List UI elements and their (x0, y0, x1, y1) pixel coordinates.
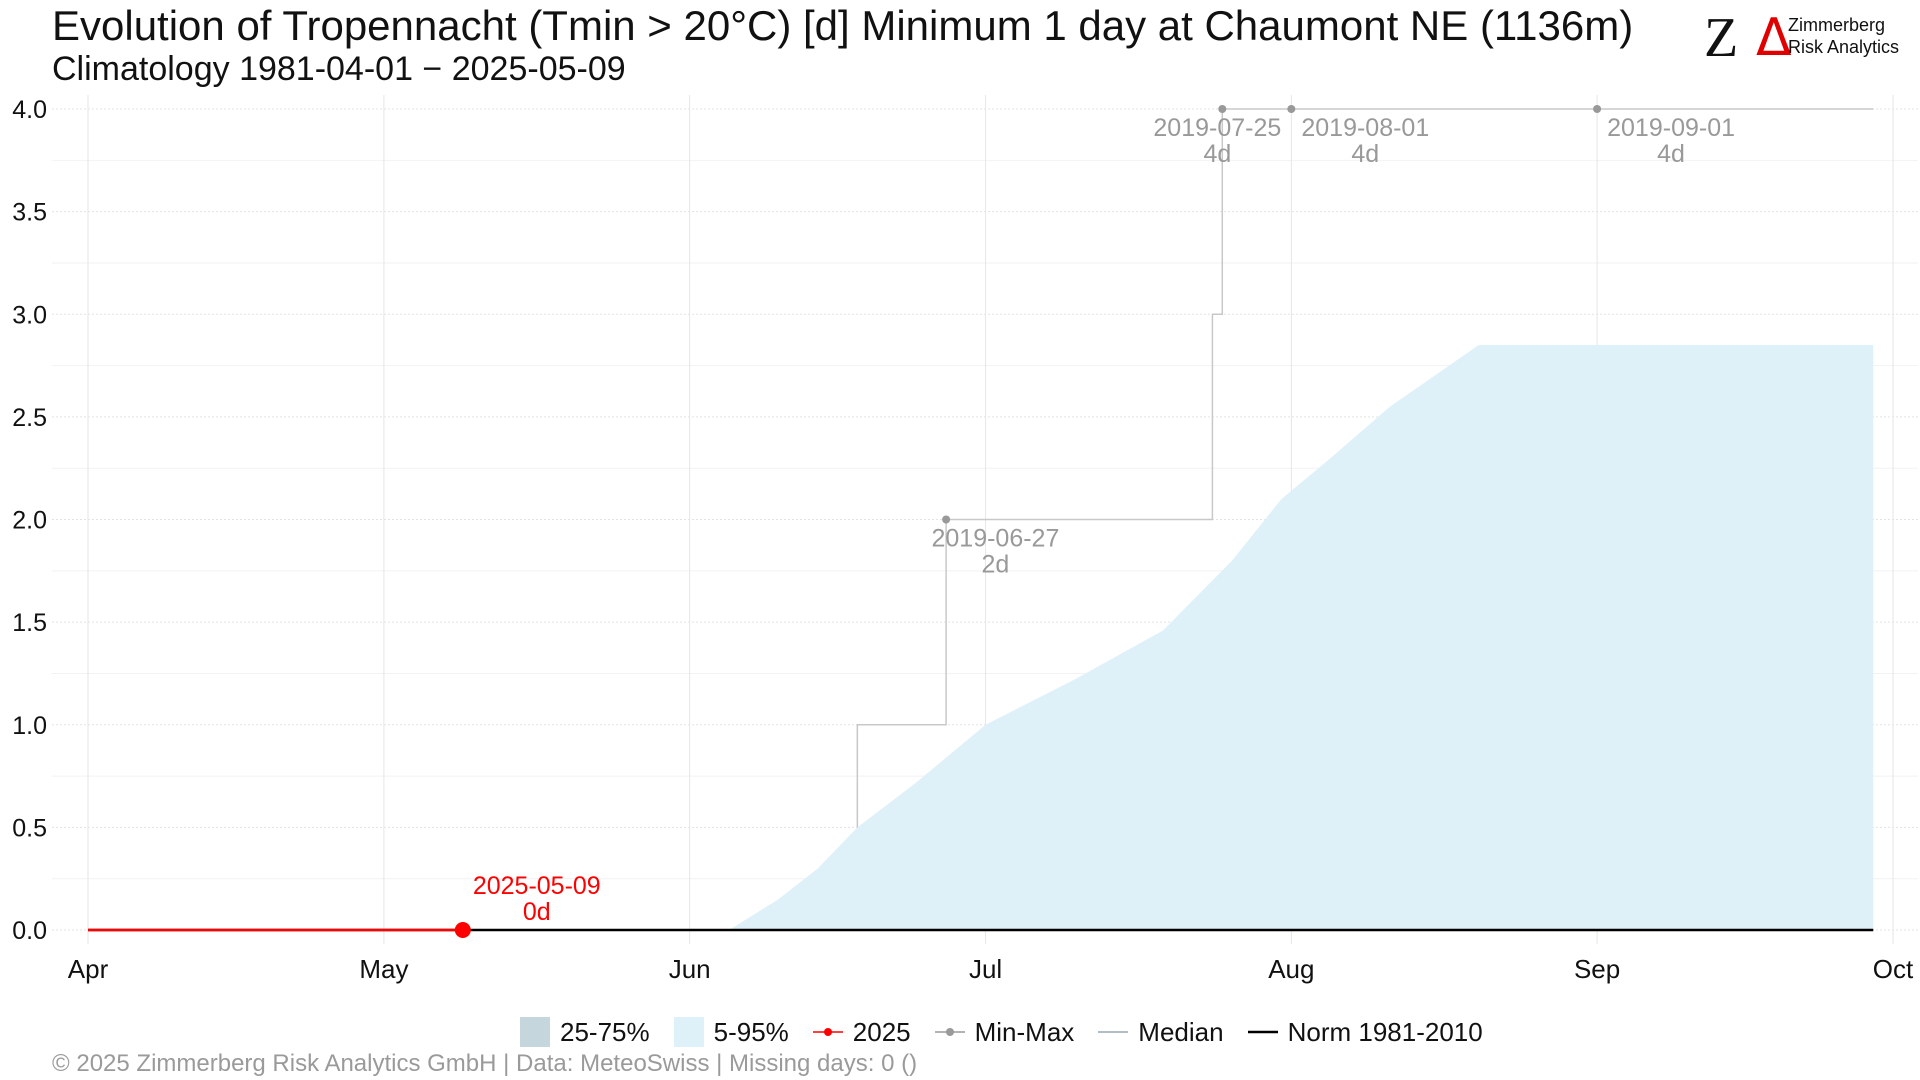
logo-line-1: Zimmerberg (1788, 15, 1886, 35)
annotation-value-label: 0d (523, 898, 551, 926)
annotation-marker (454, 922, 471, 938)
y-tick-label: 0.0 (12, 917, 47, 945)
y-tick-label: 3.0 (12, 301, 47, 329)
annotation-marker (1593, 105, 1602, 113)
annotation-date-label: 2025-05-09 (473, 872, 601, 900)
company-logo: Z Δ Zimmerberg Risk Analytics (1704, 10, 1914, 66)
annotation-marker (942, 515, 951, 524)
x-tick-label: Oct (1873, 954, 1914, 984)
legend-dot-mark (823, 1028, 832, 1036)
legend-item-iqr: 25-75% (520, 1017, 650, 1048)
legend-swatch-norm (1247, 1030, 1278, 1034)
legend-swatch-iqr (520, 1017, 550, 1047)
y-tick-label: 2.5 (12, 404, 47, 432)
y-tick-label: 1.0 (12, 712, 47, 740)
annotation-date-label: 2019-09-01 (1607, 114, 1735, 142)
y-tick-label: 1.5 (12, 609, 47, 637)
legend-label-5-95: 5-95% (713, 1016, 789, 1047)
chart-subtitle: Climatology 1981-04-01 − 2025-05-09 (52, 50, 626, 88)
annotation-marker (1287, 105, 1296, 113)
y-tick-label: 0.5 (12, 814, 47, 842)
legend-swatch-2025 (812, 1028, 843, 1036)
y-tick-label: 4.0 (12, 96, 47, 124)
x-tick-label: Apr (68, 954, 109, 984)
annotation-date-label: 2019-06-27 (931, 525, 1059, 553)
annotation-value-label: 4d (1351, 140, 1379, 168)
legend-item-median: Median (1098, 1016, 1224, 1048)
chart-legend: 25-75% 5-95% 2025 Min-Max Median Norm 19… (520, 1014, 1507, 1050)
annotation-date-label: 2019-08-01 (1301, 114, 1429, 142)
annotation-marker (1218, 105, 1227, 113)
chart-title: Evolution of Tropennacht (Tmin > 20°C) [… (52, 2, 1634, 49)
annotation-date-label: 2019-07-25 (1153, 114, 1281, 142)
legend-label-iqr: 25-75% (560, 1016, 650, 1047)
chart-plot: 2025-05-090d2019-06-272d2019-07-254d2019… (12, 95, 1918, 984)
annotation-value-label: 4d (1657, 140, 1685, 168)
logo-z-mark: Z (1704, 7, 1739, 69)
band-5-95- (729, 345, 1874, 931)
logo-line-2: Risk Analytics (1788, 37, 1900, 57)
legend-dot-mark (945, 1028, 954, 1036)
legend-swatch-median (1098, 1031, 1129, 1033)
legend-item-norm: Norm 1981-2010 (1247, 1016, 1483, 1048)
series-line-min-max (856, 108, 1874, 828)
x-tick-label: May (359, 954, 408, 984)
annotation-value-label: 4d (1203, 140, 1231, 168)
legend-item-min-max: Min-Max (934, 1016, 1075, 1048)
y-tick-label: 3.5 (12, 199, 47, 227)
x-tick-label: Aug (1268, 954, 1314, 984)
legend-item-2025: 2025 (812, 1016, 911, 1048)
x-tick-label: Jul (969, 954, 1002, 984)
legend-item-5-95: 5-95% (673, 1016, 789, 1048)
legend-label-min-max: Min-Max (974, 1016, 1075, 1047)
legend-label-norm: Norm 1981-2010 (1287, 1016, 1483, 1047)
logo-delta-icon: Δ (1756, 8, 1792, 68)
legend-label-2025: 2025 (852, 1016, 911, 1047)
legend-swatch-5-95 (673, 1017, 704, 1047)
footer-copyright: © 2025 Zimmerberg Risk Analytics GmbH | … (52, 1050, 918, 1077)
annotation-value-label: 2d (982, 551, 1010, 579)
legend-label-median: Median (1138, 1016, 1224, 1047)
y-tick-label: 2.0 (12, 507, 47, 535)
logo-text: Zimmerberg Risk Analytics (1788, 14, 1899, 58)
x-tick-label: Jun (669, 954, 711, 984)
legend-swatch-min-max (934, 1028, 965, 1036)
x-tick-label: Sep (1574, 954, 1620, 984)
